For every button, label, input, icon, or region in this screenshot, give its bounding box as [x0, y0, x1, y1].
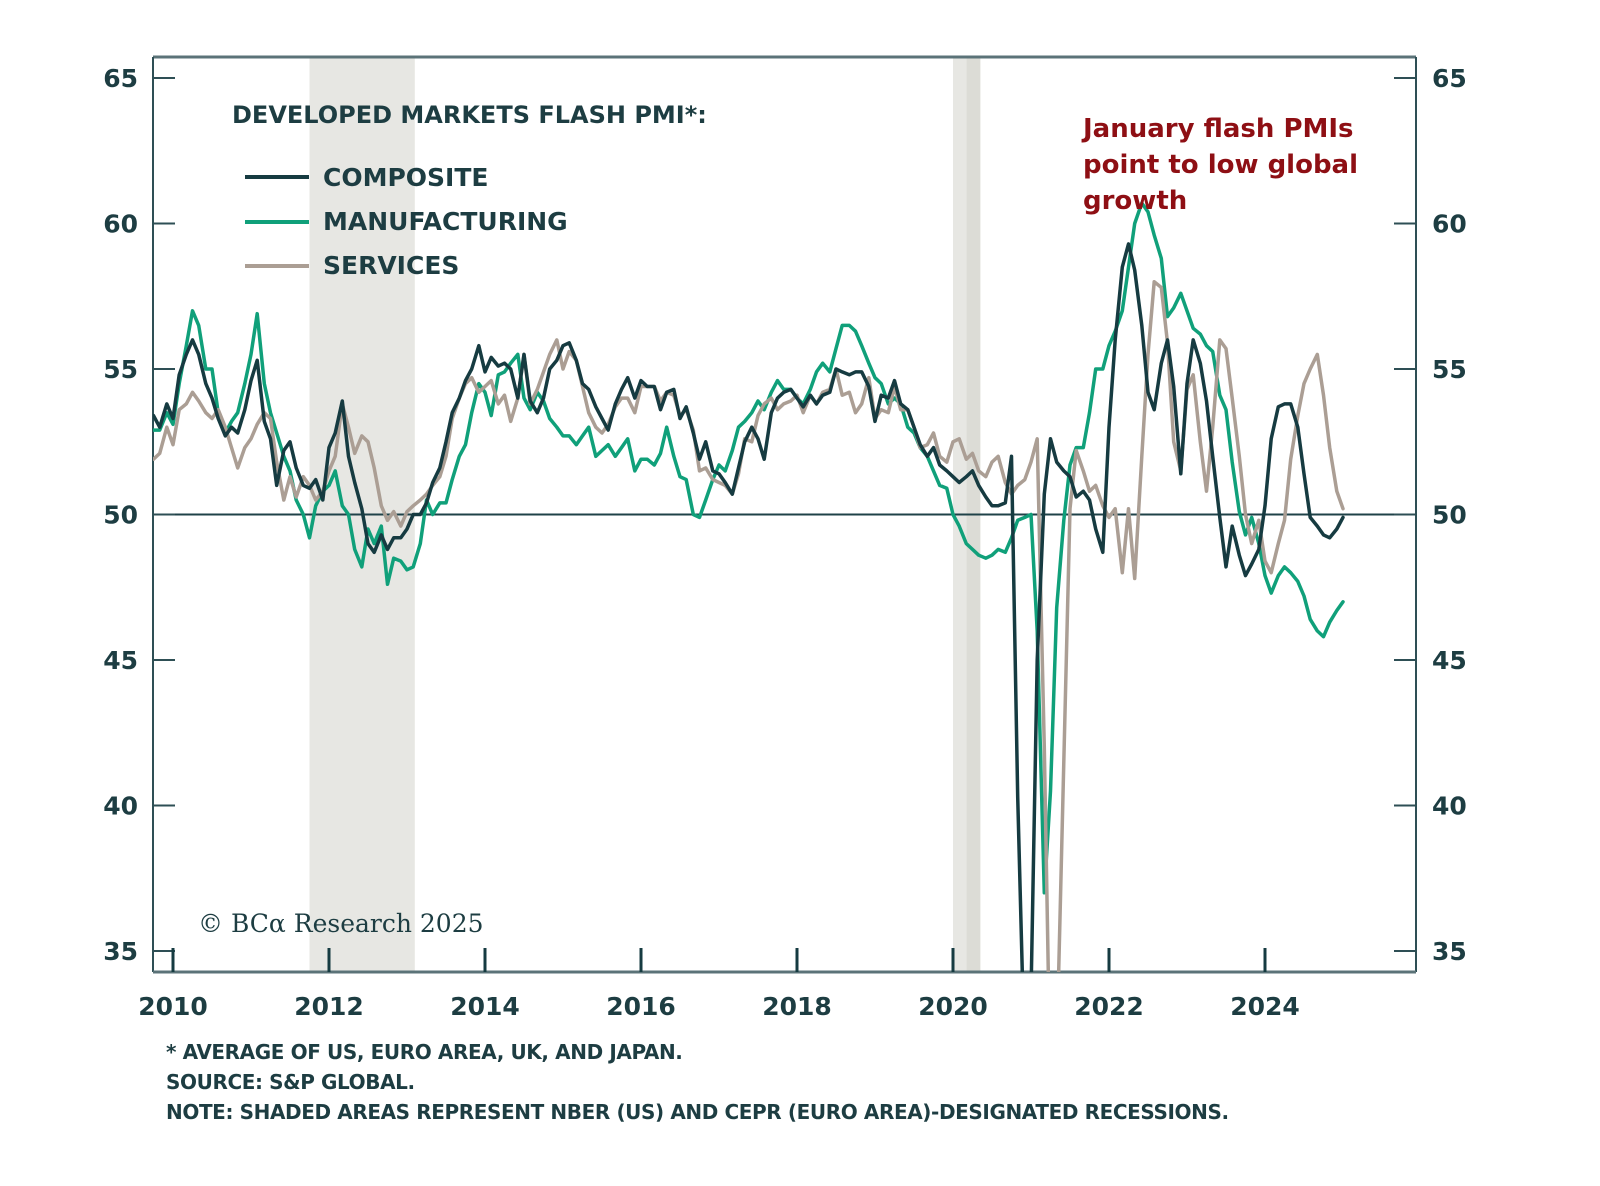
copyright-text: © BCα Research 2025 — [198, 909, 484, 938]
legend: DEVELOPED MARKETS FLASH PMI*: COMPOSITE … — [232, 101, 707, 280]
y-tick-label-right: 50 — [1432, 501, 1467, 530]
annotation-line-3: growth — [1083, 186, 1187, 216]
y-tick-label-left: 40 — [103, 792, 138, 821]
y-tick-label-right: 45 — [1432, 646, 1467, 675]
x-tick-label: 2014 — [450, 992, 520, 1021]
legend-label-composite: COMPOSITE — [323, 163, 489, 192]
y-tick-label-left: 60 — [103, 210, 138, 239]
legend-title: DEVELOPED MARKETS FLASH PMI*: — [232, 101, 707, 129]
y-tick-label-left: 65 — [103, 64, 138, 93]
x-tick-label: 2024 — [1230, 992, 1300, 1021]
footnote-average: * AVERAGE OF US, EURO AREA, UK, AND JAPA… — [166, 1040, 683, 1064]
y-tick-label-left: 55 — [103, 355, 138, 384]
x-tick-label: 2018 — [762, 992, 832, 1021]
annotation-line-2: point to low global — [1083, 150, 1358, 180]
y-tick-label-left: 50 — [103, 501, 138, 530]
legend-label-services: SERVICES — [323, 251, 459, 280]
y-tick-label-left: 35 — [103, 937, 138, 966]
footnote-note: NOTE: SHADED AREAS REPRESENT NBER (US) A… — [166, 1100, 1229, 1124]
y-tick-label-right: 40 — [1432, 792, 1467, 821]
axis-ticks: 35 35 40 40 45 45 50 50 55 55 60 60 65 65 2010 2012 2014… — [103, 64, 1467, 1021]
annotation: January flash PMIs point to low global g… — [1081, 114, 1358, 216]
footnote-source: SOURCE: S&P GLOBAL. — [166, 1070, 415, 1094]
y-tick-label-right: 35 — [1432, 937, 1467, 966]
series-line-composite — [153, 242, 1345, 972]
x-tick-label: 2010 — [138, 992, 208, 1021]
x-tick-label: 2016 — [606, 992, 676, 1021]
series-line-services — [153, 279, 1345, 972]
annotation-line-1: January flash PMIs — [1081, 114, 1354, 144]
x-tick-label: 2020 — [918, 992, 988, 1021]
legend-label-manufacturing: MANUFACTURING — [323, 207, 568, 236]
y-tick-label-right: 60 — [1432, 210, 1467, 239]
series-lines — [153, 201, 1345, 972]
y-tick-label-right: 55 — [1432, 355, 1467, 384]
series-line-manufacturing — [153, 201, 1345, 895]
y-tick-label-left: 45 — [103, 646, 138, 675]
x-tick-label: 2022 — [1074, 992, 1144, 1021]
y-tick-label-right: 65 — [1432, 64, 1467, 93]
x-tick-label: 2012 — [294, 992, 364, 1021]
